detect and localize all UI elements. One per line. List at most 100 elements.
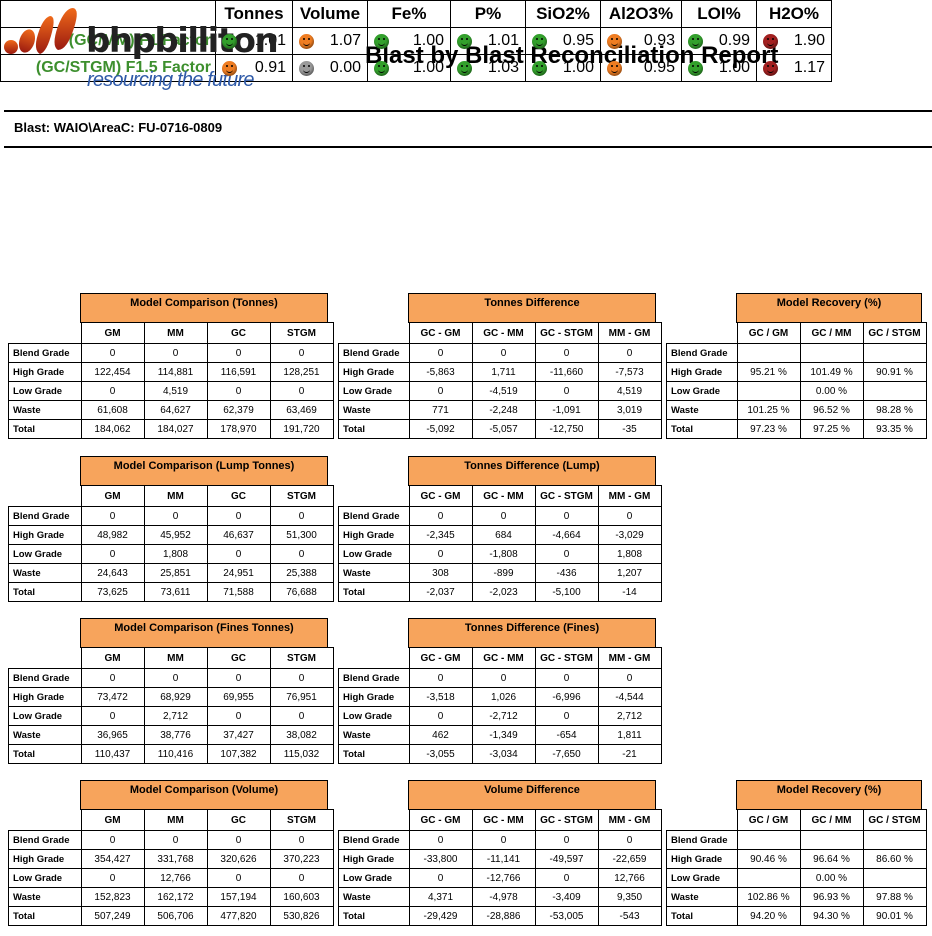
table-row: Waste 24,643 25,851 24,951 25,388	[8, 563, 334, 583]
factor-cell: 1.00	[367, 54, 451, 82]
mc-tonnes-table: GM MM GC STGM Blend Grade 0 0 0 0 High Grade 122,4…	[8, 322, 334, 439]
table-row-label: Blend Grade	[338, 830, 410, 850]
table-row: Total 184,062 184,027 178,970 191,720	[8, 419, 334, 439]
table-row: High Grade 73,472 68,929 69,955 76,951	[8, 687, 334, 707]
table-cell: 0	[206, 868, 271, 888]
table-row-label: Waste	[8, 563, 82, 583]
table-cell: 94.20 %	[736, 906, 801, 926]
table-cell: 46,637	[206, 525, 271, 545]
factor-cell: 0.91	[215, 54, 293, 82]
table-row-label: Waste	[338, 887, 410, 907]
table-row: Low Grade 0 -1,808 0 1,808	[338, 544, 662, 564]
status-green-face-icon	[374, 60, 389, 76]
table-row-label: Total	[8, 744, 82, 764]
table-row-label: Total	[666, 906, 738, 926]
table-column-header: GC / STGM	[862, 809, 927, 831]
table-row-label: High Grade	[338, 849, 410, 869]
table-cell: 162,172	[143, 887, 208, 907]
table-cell: -4,664	[534, 525, 599, 545]
factor-value: 0.91	[254, 59, 286, 76]
table-cell: -14	[597, 582, 662, 602]
table-row: Blend Grade 0 0 0 0	[8, 506, 334, 526]
table-cell: 2,712	[597, 706, 662, 726]
factor-value: 0.99	[718, 32, 750, 49]
table-cell: 0	[269, 830, 334, 850]
table-cell: 94.30 %	[799, 906, 864, 926]
table-row: Low Grade 0.00 %	[666, 381, 927, 401]
table-cell	[799, 343, 864, 363]
table-row: Waste 101.25 % 96.52 % 98.28 %	[666, 400, 927, 420]
table-column-header: STGM	[269, 809, 334, 831]
table-row: Low Grade 0.00 %	[666, 868, 927, 888]
table-cell: 0	[534, 506, 599, 526]
table-cell: 1,808	[597, 544, 662, 564]
table-row: High Grade 122,454 114,881 116,591 128,251	[8, 362, 334, 382]
header-divider	[4, 110, 932, 112]
table-row-label: High Grade	[338, 525, 410, 545]
table-row: Total 507,249 506,706 477,820 530,826	[8, 906, 334, 926]
table-column-header: GM	[80, 809, 145, 831]
table-cell	[862, 343, 927, 363]
mc-fines-table: GM MM GC STGM Blend Grade 0 0 0 0 High Grade 73,47…	[8, 647, 334, 764]
table-corner	[667, 323, 738, 344]
table-cell: 0	[206, 668, 271, 688]
table-cell: -1,091	[534, 400, 599, 420]
table-cell: 0	[269, 706, 334, 726]
table-cell: 0	[408, 544, 473, 564]
table-cell: -11,141	[471, 849, 536, 869]
table-row-label: Low Grade	[8, 868, 82, 888]
table-row-label: High Grade	[8, 849, 82, 869]
table-cell: 71,588	[206, 582, 271, 602]
table-column-header: GC - MM	[471, 809, 536, 831]
table-row: Low Grade 0 12,766 0 0	[8, 868, 334, 888]
table-cell: 0	[143, 668, 208, 688]
table-corner	[9, 648, 82, 669]
table-column-header: GM	[80, 485, 145, 507]
factor-cell: 0.95	[600, 54, 682, 82]
table-row: Low Grade 0 -4,519 0 4,519	[338, 381, 662, 401]
table-cell: 0	[597, 830, 662, 850]
table-cell: 115,032	[269, 744, 334, 764]
table-row: Blend Grade 0 0 0 0	[8, 830, 334, 850]
table-column-header: STGM	[269, 647, 334, 669]
table-row: High Grade 354,427 331,768 320,626 370,223	[8, 849, 334, 869]
table-row-label: Low Grade	[338, 544, 410, 564]
table-row-label: Blend Grade	[338, 506, 410, 526]
table-row-label: Total	[338, 744, 410, 764]
table-cell: 96.64 %	[799, 849, 864, 869]
status-green-face-icon	[457, 60, 472, 76]
table-cell: 64,627	[143, 400, 208, 420]
table-column-header: GC	[206, 322, 271, 344]
factor-cell-content: 0.95	[601, 59, 681, 77]
table-cell: 63,469	[269, 400, 334, 420]
table-cell: 24,643	[80, 563, 145, 583]
factor-value: 1.17	[793, 59, 825, 76]
table-row: High Grade 90.46 % 96.64 % 86.60 %	[666, 849, 927, 869]
table-header-row: GM MM GC STGM	[9, 322, 334, 344]
factor-value: 1.00	[412, 32, 444, 49]
table-row-label: Total	[338, 419, 410, 439]
table-cell: 0	[80, 668, 145, 688]
table-cell: -5,100	[534, 582, 599, 602]
table-cell: -4,544	[597, 687, 662, 707]
table-row-label: Waste	[338, 725, 410, 745]
table-column-header: GC - STGM	[534, 322, 599, 344]
table-cell: 507,249	[80, 906, 145, 926]
table-cell: 0	[80, 506, 145, 526]
table-corner	[339, 810, 410, 831]
mr-tonnes-title: Model Recovery (%)	[736, 293, 922, 323]
table-cell: 152,823	[80, 887, 145, 907]
table-cell: 0	[269, 343, 334, 363]
factor-cell: 0.95	[525, 27, 601, 55]
table-row-label: Blend Grade	[666, 343, 738, 363]
table-cell: 684	[471, 525, 536, 545]
table-cell: 0	[143, 506, 208, 526]
table-cell: -7,650	[534, 744, 599, 764]
table-cell: 0	[269, 544, 334, 564]
table-row-label: High Grade	[8, 687, 82, 707]
table-cell	[862, 830, 927, 850]
table-cell: -654	[534, 725, 599, 745]
factor-table: Tonnes Volume Fe% P% SiO2% Al2O3% LOI% H2O% (GC/…	[0, 0, 832, 82]
table-cell: 69,955	[206, 687, 271, 707]
table-row: Total 110,437 110,416 107,382 115,032	[8, 744, 334, 764]
